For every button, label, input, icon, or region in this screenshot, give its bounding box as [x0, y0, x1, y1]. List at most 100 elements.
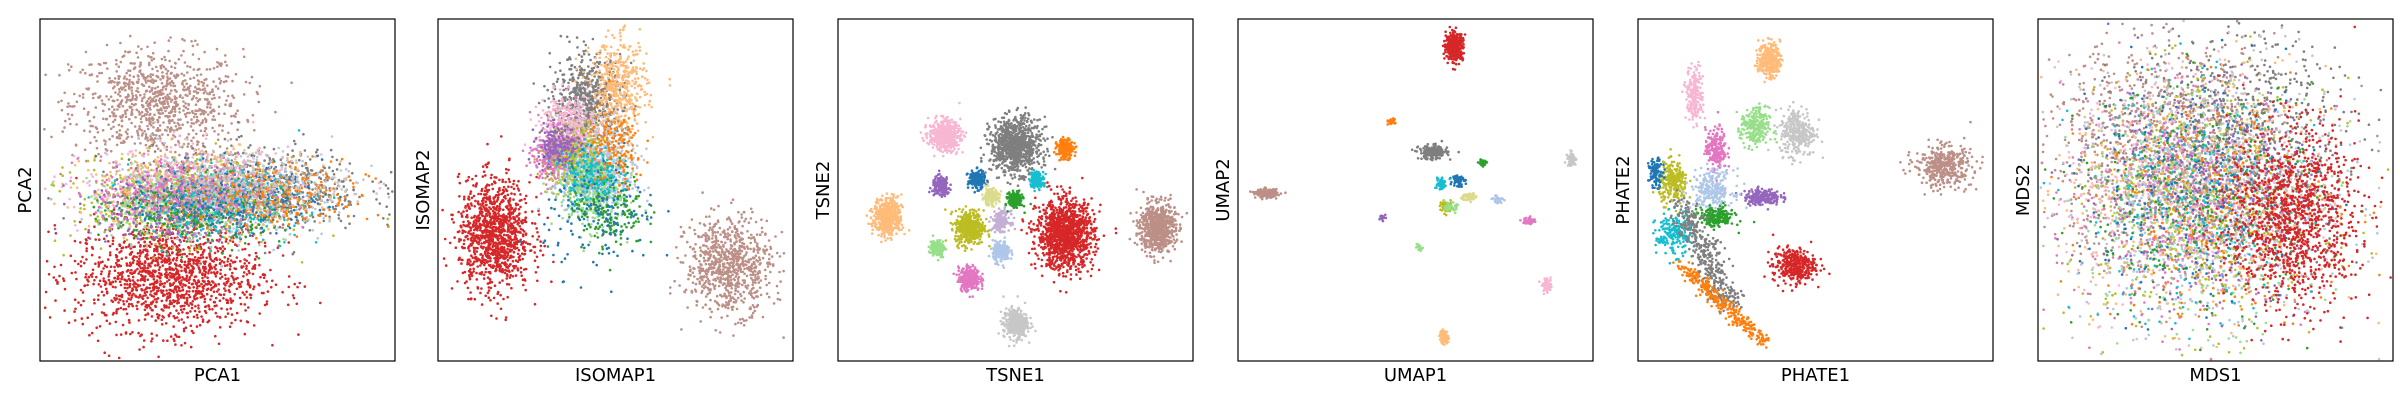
scatter-point: [121, 104, 125, 108]
scatter-point: [196, 258, 199, 262]
scatter-point: [162, 289, 165, 293]
scatter-point: [91, 92, 95, 96]
scatter-point: [137, 110, 141, 113]
scatter-point: [191, 44, 195, 48]
scatter-point: [386, 187, 390, 190]
scatter-point: [173, 110, 177, 113]
scatter-point: [165, 271, 168, 274]
scatter-point: [99, 212, 103, 215]
scatter-point: [68, 117, 71, 121]
scatter-point: [79, 264, 83, 268]
scatter-point: [98, 279, 102, 283]
scatter-point: [148, 96, 152, 99]
scatter-point: [205, 152, 209, 156]
scatter-point: [133, 281, 136, 284]
scatter-point: [134, 102, 137, 106]
scatter-point: [132, 283, 135, 286]
scatter-point: [177, 298, 180, 301]
scatter-point: [125, 279, 128, 283]
scatter-point: [102, 61, 106, 65]
scatter-point: [112, 208, 116, 211]
scatter-point: [99, 247, 103, 250]
scatter-point: [145, 290, 149, 294]
scatter-point: [155, 300, 158, 304]
scatter-point: [134, 154, 137, 158]
scatter-point: [134, 115, 137, 119]
scatter-point: [125, 95, 129, 99]
scatter-point: [117, 294, 121, 298]
scatter-point: [157, 252, 161, 256]
scatter-point: [121, 275, 124, 279]
scatter-point: [139, 93, 142, 97]
scatter-point: [124, 88, 127, 92]
scatter-point: [102, 277, 105, 280]
scatter-point: [120, 99, 124, 102]
scatter-point: [271, 279, 274, 283]
scatter-point: [156, 275, 159, 278]
scatter-point: [231, 276, 235, 279]
scatter-point: [127, 274, 130, 278]
scatter-point: [209, 241, 212, 245]
scatter-point: [227, 219, 230, 222]
scatter-point: [294, 205, 298, 209]
scatter-point: [200, 80, 203, 84]
scatter-point: [209, 298, 212, 301]
scatter-point: [229, 102, 233, 105]
scatter-point: [127, 305, 130, 308]
scatter-point: [140, 115, 144, 118]
scatter-point: [163, 261, 167, 264]
scatter-point: [159, 139, 162, 143]
scatter-point: [127, 318, 131, 322]
scatter-point: [254, 151, 258, 154]
scatter-point: [197, 80, 201, 83]
scatter-point: [175, 248, 178, 252]
scatter-point: [191, 268, 194, 271]
scatter-point: [290, 81, 293, 84]
scatter-point: [223, 287, 226, 290]
scatter-point: [107, 278, 111, 282]
scatter-point: [231, 94, 234, 97]
scatter-point: [201, 88, 205, 91]
scatter-point: [201, 169, 205, 172]
scatter-point: [298, 158, 301, 162]
scatter-point: [161, 315, 164, 318]
scatter-point: [203, 300, 206, 304]
scatter-point: [246, 155, 250, 158]
scatter-point: [240, 280, 243, 284]
scatter-point: [163, 306, 166, 309]
scatter-point: [194, 90, 197, 93]
scatter-point: [339, 160, 342, 163]
scatter-point: [223, 264, 227, 268]
scatter-point: [105, 153, 109, 156]
scatter-point: [301, 195, 305, 199]
scatter-point: [160, 323, 164, 326]
scatter-point: [182, 104, 186, 108]
scatter-point: [111, 79, 114, 83]
scatter-point: [124, 84, 127, 88]
scatter-point: [319, 177, 323, 180]
scatter-point: [288, 200, 292, 204]
scatter-point: [201, 289, 205, 293]
scatter-point: [250, 75, 254, 79]
scatter-point: [224, 231, 227, 235]
scatter-point: [215, 290, 219, 293]
scatter-point: [159, 280, 162, 283]
scatter-point: [189, 166, 193, 170]
scatter-point: [201, 276, 204, 280]
scatter-point: [191, 142, 195, 145]
scatter-point: [224, 315, 227, 319]
scatter-point: [81, 96, 85, 99]
scatter-point: [218, 326, 222, 329]
scatter-point: [168, 92, 172, 95]
scatter-point: [87, 280, 90, 283]
scatter-point: [138, 254, 142, 258]
scatter-point: [135, 295, 138, 299]
scatter-point: [192, 68, 196, 71]
scatter-point: [263, 244, 267, 248]
scatter-point: [186, 111, 189, 115]
scatter-point: [196, 68, 200, 71]
scatter-point: [334, 207, 338, 211]
scatter-point: [150, 59, 154, 62]
scatter-point: [184, 326, 188, 330]
scatter-point: [99, 285, 103, 288]
